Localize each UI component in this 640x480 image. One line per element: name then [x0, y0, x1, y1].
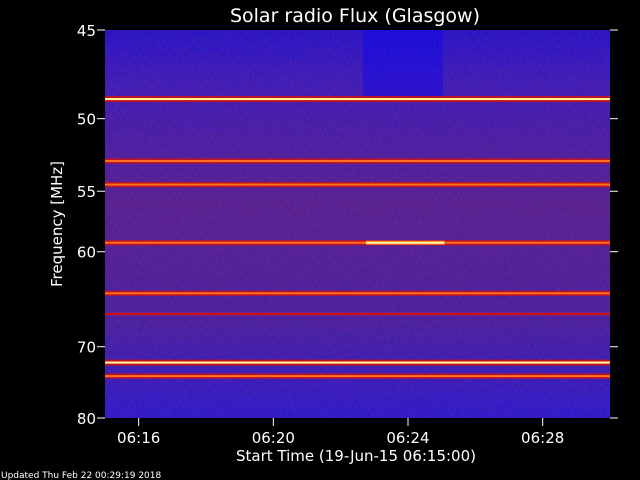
plot-area [105, 30, 610, 418]
freq-band-core [105, 361, 610, 364]
features-layer [365, 240, 445, 245]
y-tick-label: 50 [77, 111, 96, 129]
x-tick-label: 06:28 [521, 429, 564, 447]
freq-band-core [105, 183, 610, 186]
emission-line-core [365, 241, 445, 244]
y-tick-label: 80 [77, 410, 96, 428]
y-tick-label: 45 [77, 22, 96, 40]
x-axis: 06:16 06:20 06:24 06:28 [117, 418, 564, 447]
plot-noise-texture [105, 30, 610, 418]
x-tick-label: 06:24 [386, 429, 429, 447]
chart-title: Solar radio Flux (Glasgow) [230, 5, 480, 27]
y-tick-label: 60 [77, 244, 96, 262]
x-axis-label: Start Time (19-Jun-15 06:15:00) [236, 447, 476, 465]
freq-band-core [105, 313, 610, 316]
y-tick-label: 55 [77, 183, 96, 201]
freq-band-core [105, 375, 610, 378]
y-axis: 45 50 55 60 70 80 [77, 22, 618, 428]
freq-band-core [105, 160, 610, 163]
freq-band-core [105, 292, 610, 295]
updated-timestamp: Updated Thu Feb 22 00:29:19 2018 [1, 471, 162, 480]
freq-band-core [105, 241, 610, 244]
bands-layer [105, 96, 610, 379]
y-axis-label: Frequency [MHz] [48, 161, 66, 287]
burst-region [363, 30, 443, 100]
y-tick-label: 70 [77, 339, 96, 357]
x-tick-label: 06:16 [117, 429, 160, 447]
x-tick-label: 06:20 [252, 429, 295, 447]
freq-band-core [105, 98, 610, 101]
